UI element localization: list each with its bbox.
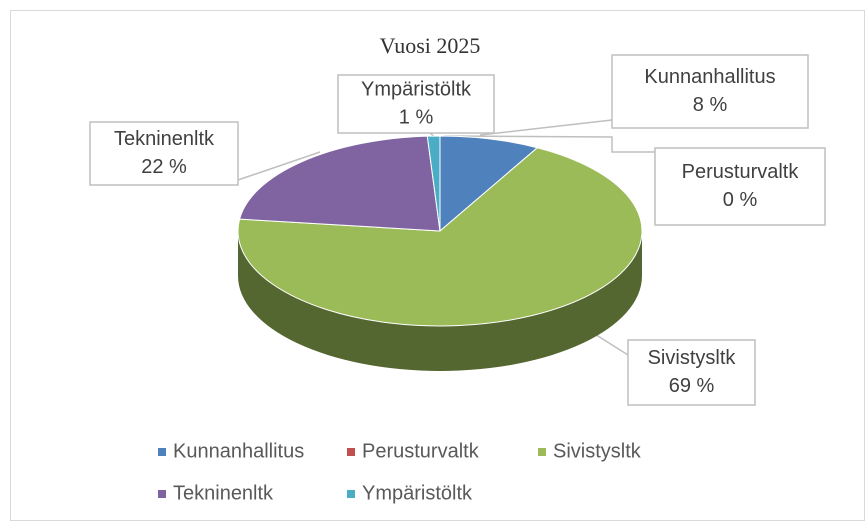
pie-slice [426, 135, 441, 232]
label-box [654, 147, 826, 226]
label-name: Ympäristöltk [361, 78, 472, 100]
leader-line [479, 119, 613, 136]
leader-line [443, 135, 655, 153]
legend-marker [347, 448, 355, 456]
pie-slice [237, 147, 643, 327]
pie [237, 135, 643, 371]
legend-marker [158, 490, 166, 498]
legend-marker [347, 490, 355, 498]
legend-label: Kunnanhallitus [173, 440, 304, 462]
label-name: Sivistysltk [648, 347, 737, 369]
label-box [627, 339, 756, 406]
pie-slice-side [238, 231, 642, 371]
legend-label: Perusturvaltk [362, 440, 480, 462]
legend-label: Ympäristöltk [362, 482, 473, 504]
label-value: 69 % [669, 375, 715, 397]
pie-slice [238, 135, 441, 232]
legend-label: Sivistysltk [553, 440, 642, 462]
label-value: 22 % [141, 156, 187, 178]
legend-label: Tekninenltk [173, 482, 274, 504]
leader-line [237, 151, 321, 181]
label-name: Perusturvaltk [682, 161, 800, 183]
chart-title: Vuosi 2025 [380, 33, 481, 58]
legend-marker [158, 448, 166, 456]
label-box [611, 54, 809, 129]
label-box [337, 74, 495, 134]
label-value: 1 % [399, 106, 434, 128]
label-name: Tekninenltk [114, 128, 215, 150]
legend-marker [538, 448, 546, 456]
pie-slice [439, 135, 539, 233]
legend: Kunnanhallitus Perusturvaltk Sivistysltk Te… [158, 440, 642, 504]
label-value: 8 % [693, 94, 728, 116]
label-name: Kunnanhallitus [644, 66, 775, 88]
data-labels: Kunnanhallitus 8 % Perusturvaltk 0 % Sivisty… [89, 54, 826, 406]
label-box [89, 121, 239, 186]
label-value: 0 % [723, 189, 758, 211]
